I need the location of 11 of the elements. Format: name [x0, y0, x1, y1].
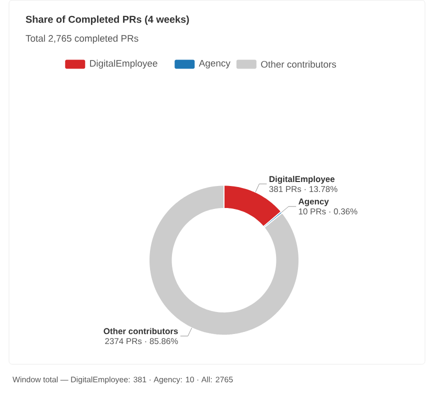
data-label: 10 PRs · 0.36%: [298, 208, 358, 214]
legend-label: DigitalEmployee: [90, 60, 158, 69]
slice-label: DigitalEmployee: [270, 176, 335, 184]
data-label: 2374 PRs · 85.86%: [105, 338, 178, 344]
legend-label: Agency: [198, 60, 230, 68]
data-label: 381 PRs · 13.78%: [269, 186, 338, 192]
slice-label: Agency: [298, 198, 329, 206]
slice-label: Other contributors: [104, 328, 178, 334]
legend-label: Other contributors: [261, 60, 336, 68]
chart-title: Share of Completed PRs (4 weeks): [26, 15, 189, 25]
chart-subtitle: Total 2,765 completed PRs: [26, 34, 138, 44]
